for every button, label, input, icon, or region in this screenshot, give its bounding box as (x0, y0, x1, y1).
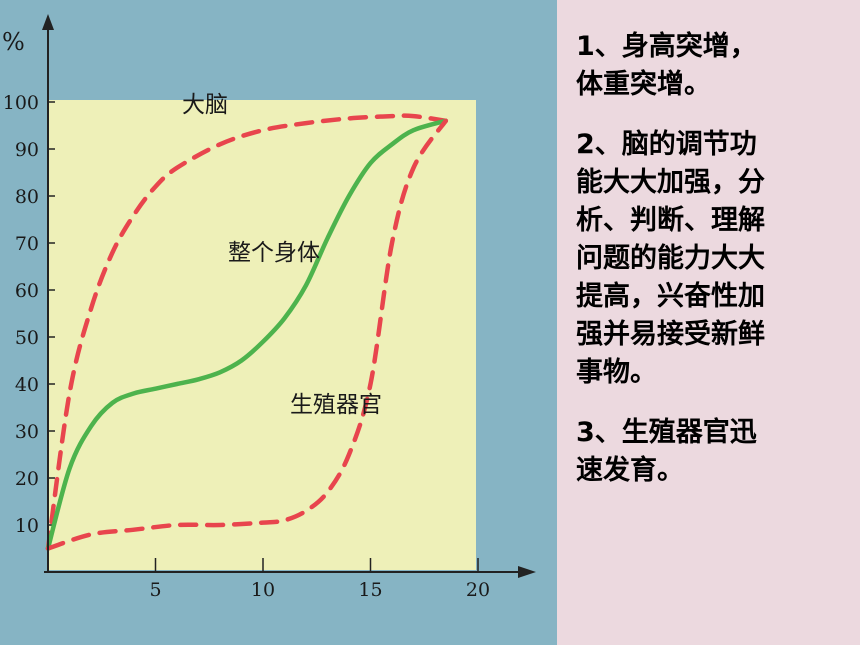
y-tick-label: 10 (15, 515, 39, 537)
point-3: 3、生殖器官迅 速发育。 (576, 417, 757, 486)
y-tick-label: 100 (3, 92, 39, 114)
y-tick-label: 80 (15, 186, 39, 208)
y-tick-label: 90 (15, 139, 39, 161)
series-label-reproductive: 生殖器官 (290, 392, 382, 418)
series-line-reproductive (45, 118, 449, 551)
x-axis-arrow (518, 566, 536, 578)
point-2: 2、脑的调节功 能大大加强，分 析、判断、理解 问题的能力大大 提高，兴奋性加 … (576, 129, 765, 388)
y-tick-label: 20 (15, 468, 39, 490)
x-tick-label: 20 (466, 579, 490, 601)
y-tick-label: 50 (15, 327, 39, 349)
y-axis-arrow (42, 14, 54, 30)
y-tick-label: 60 (15, 280, 39, 302)
axes-layer (42, 14, 536, 578)
ticks-layer: 10 20 30 40 50 60 70 80 90 100 5 10 15 20 (3, 92, 490, 601)
y-tick-label: 30 (15, 421, 39, 443)
series-line-body (45, 118, 449, 551)
x-tick-label: 5 (149, 579, 161, 601)
y-tick-label: 40 (15, 374, 39, 396)
growth-chart: 10 20 30 40 50 60 70 80 90 100 5 10 15 20 % 大脑 整个身体 生… (2, 14, 536, 601)
y-tick-label: 70 (15, 233, 39, 255)
series-layer (45, 113, 449, 551)
plot-background (48, 100, 476, 570)
y-axis-unit: % (2, 28, 25, 56)
series-line-brain (45, 113, 449, 551)
x-tick-label: 10 (251, 579, 275, 601)
series-label-body: 整个身体 (228, 240, 320, 266)
point-1: 1、身高突增， 体重突增。 (576, 31, 757, 100)
series-label-brain: 大脑 (182, 92, 228, 118)
text-panel: 1、身高突增， 体重突增。 2、脑的调节功 能大大加强，分 析、判断、理解 问题… (568, 28, 853, 512)
chart-panel: 10 20 30 40 50 60 70 80 90 100 5 10 15 20 % 大脑 整个身体 生… (0, 0, 557, 645)
x-tick-label: 15 (358, 579, 382, 601)
